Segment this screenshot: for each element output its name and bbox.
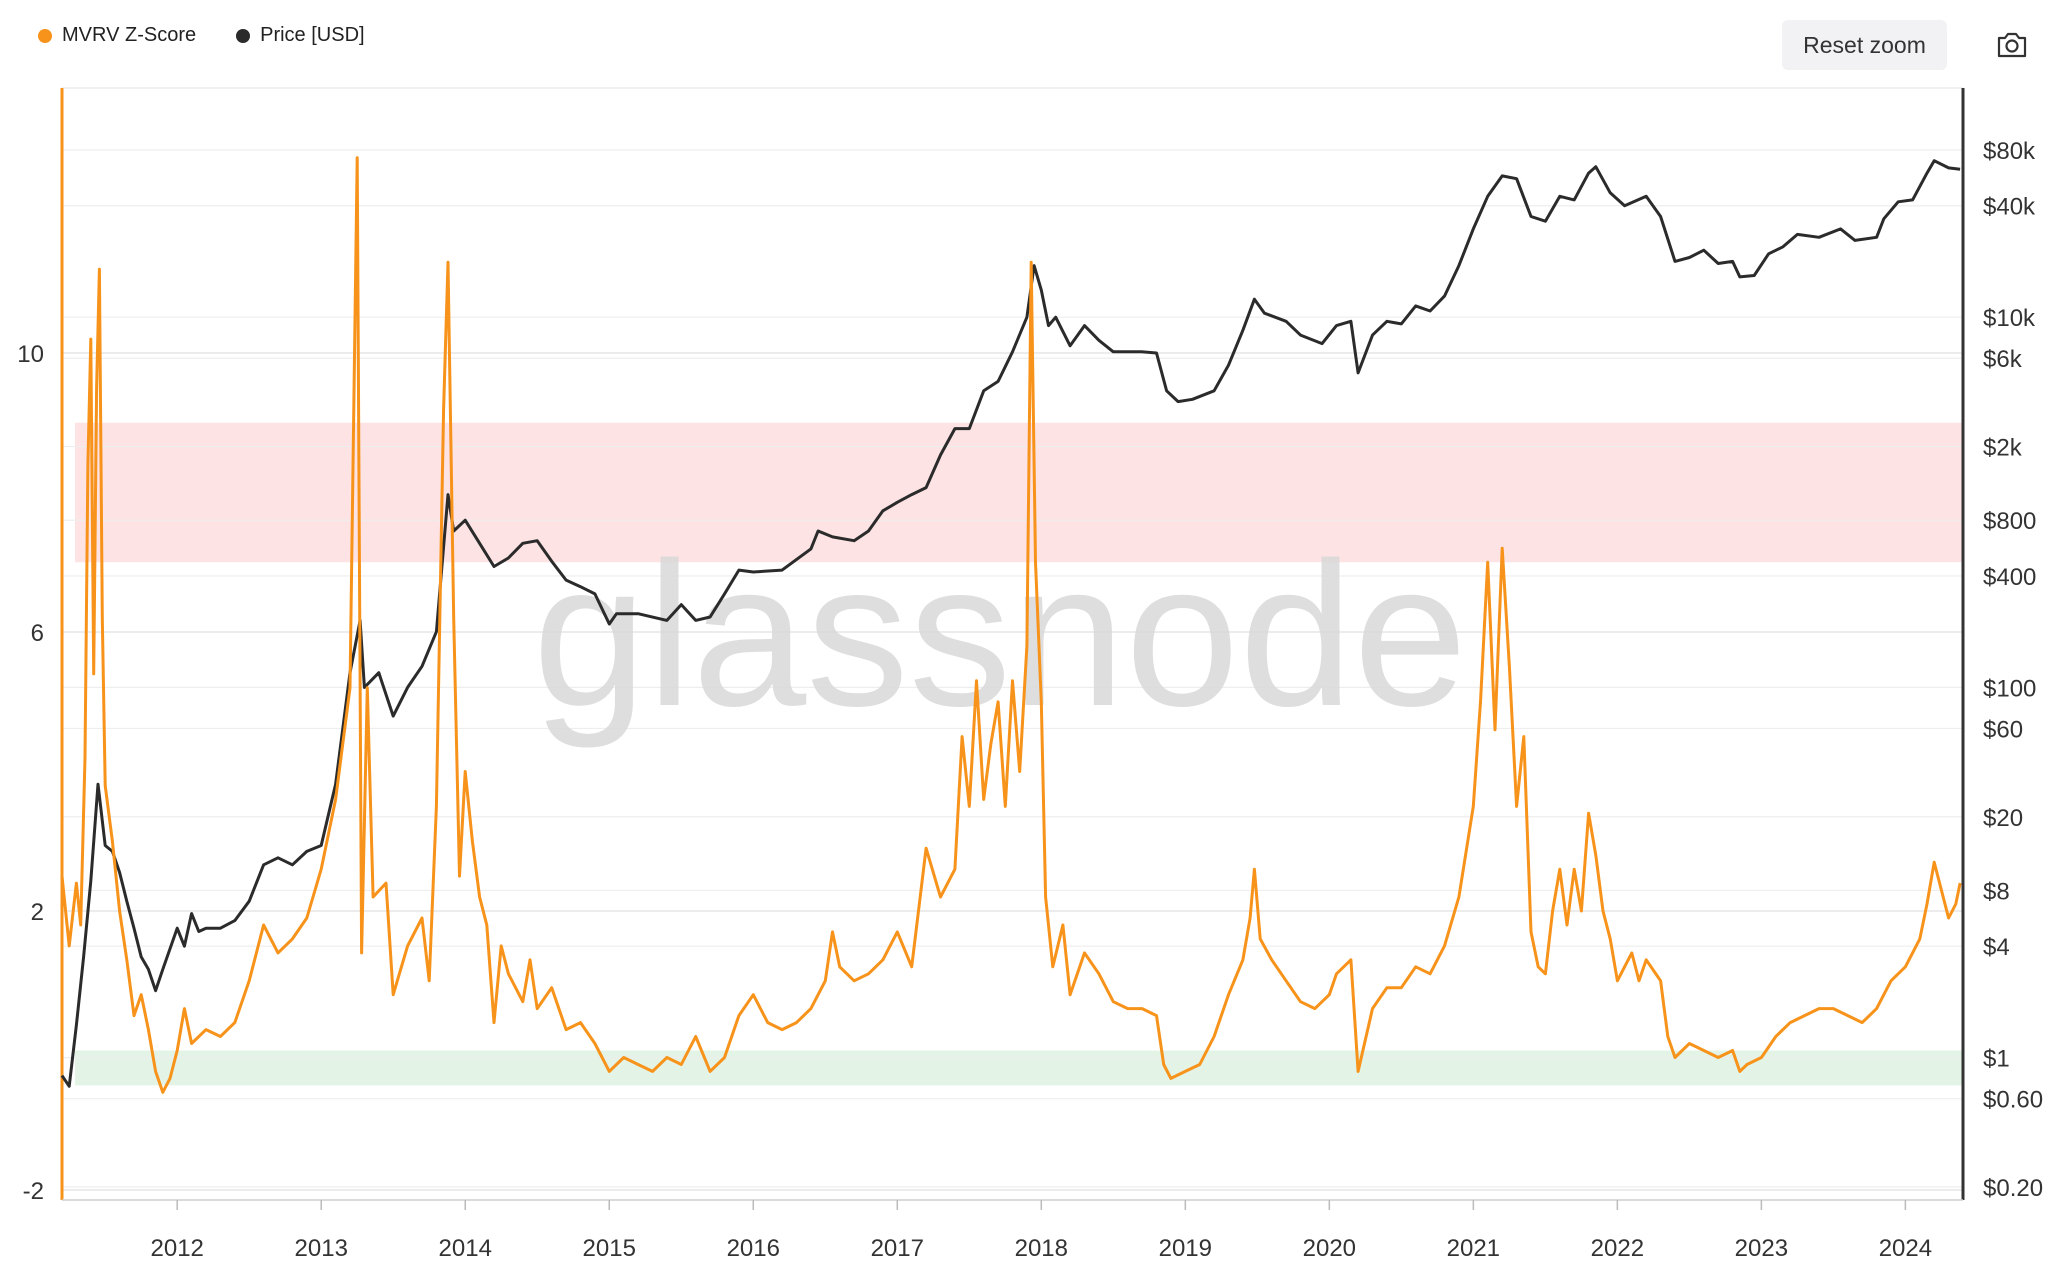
x-tick-label: 2014	[439, 1235, 492, 1262]
right-tick-label: $0.60	[1983, 1087, 2043, 1114]
right-tick-label: $800	[1983, 508, 2036, 535]
legend-item-mvrv[interactable]: MVRV Z-Score	[38, 24, 196, 47]
legend-label-price: Price [USD]	[260, 24, 365, 46]
right-tick-label: $8	[1983, 878, 2010, 905]
price-series-line	[60, 159, 1961, 1088]
x-tick-label: 2012	[151, 1235, 204, 1262]
right-tick-label: $2k	[1983, 435, 2023, 462]
x-tick-label: 2018	[1015, 1235, 1068, 1262]
right-tick-label: $40k	[1983, 194, 2036, 221]
legend-dot-price	[236, 28, 251, 43]
reset-zoom-button[interactable]: Reset zoom	[1782, 20, 1947, 70]
right-tick-label: $20	[1983, 805, 2023, 832]
left-tick-label: -2	[23, 1178, 44, 1205]
mvrv-series-line	[60, 156, 1962, 1094]
right-tick-label: $6k	[1983, 346, 2023, 373]
x-tick-label: 2017	[871, 1235, 924, 1262]
x-tick-label: 2020	[1303, 1235, 1356, 1262]
right-tick-label: $1	[1983, 1046, 2010, 1073]
x-tick-label: 2023	[1735, 1235, 1788, 1262]
right-tick-label: $4	[1983, 934, 2010, 961]
x-tick-label: 2013	[295, 1235, 348, 1262]
left-tick-label: 2	[31, 899, 44, 926]
legend-item-price[interactable]: Price [USD]	[236, 24, 365, 47]
x-tick-label: 2019	[1159, 1235, 1212, 1262]
right-tick-label: $100	[1983, 675, 2036, 702]
right-tick-label: $60	[1983, 716, 2023, 743]
x-tick-label: 2016	[727, 1235, 780, 1262]
right-tick-label: $0.20	[1983, 1175, 2043, 1202]
right-tick-label: $400	[1983, 564, 2036, 591]
right-tick-label: $10k	[1983, 305, 2036, 332]
x-tick-label: 2015	[583, 1235, 636, 1262]
chart-legend: MVRV Z-Score Price [USD]	[38, 24, 365, 47]
x-tick-label: 2022	[1591, 1235, 1644, 1262]
right-tick-label: $80k	[1983, 138, 2036, 165]
legend-label-mvrv: MVRV Z-Score	[62, 24, 197, 46]
x-tick-label: 2021	[1447, 1235, 1500, 1262]
camera-icon[interactable]	[1995, 30, 2029, 60]
x-tick-label: 2024	[1879, 1235, 1932, 1262]
left-tick-label: 10	[17, 341, 44, 368]
undervalued-band	[75, 1050, 1963, 1086]
legend-dot-mvrv	[38, 28, 52, 43]
left-tick-label: 6	[31, 620, 44, 647]
